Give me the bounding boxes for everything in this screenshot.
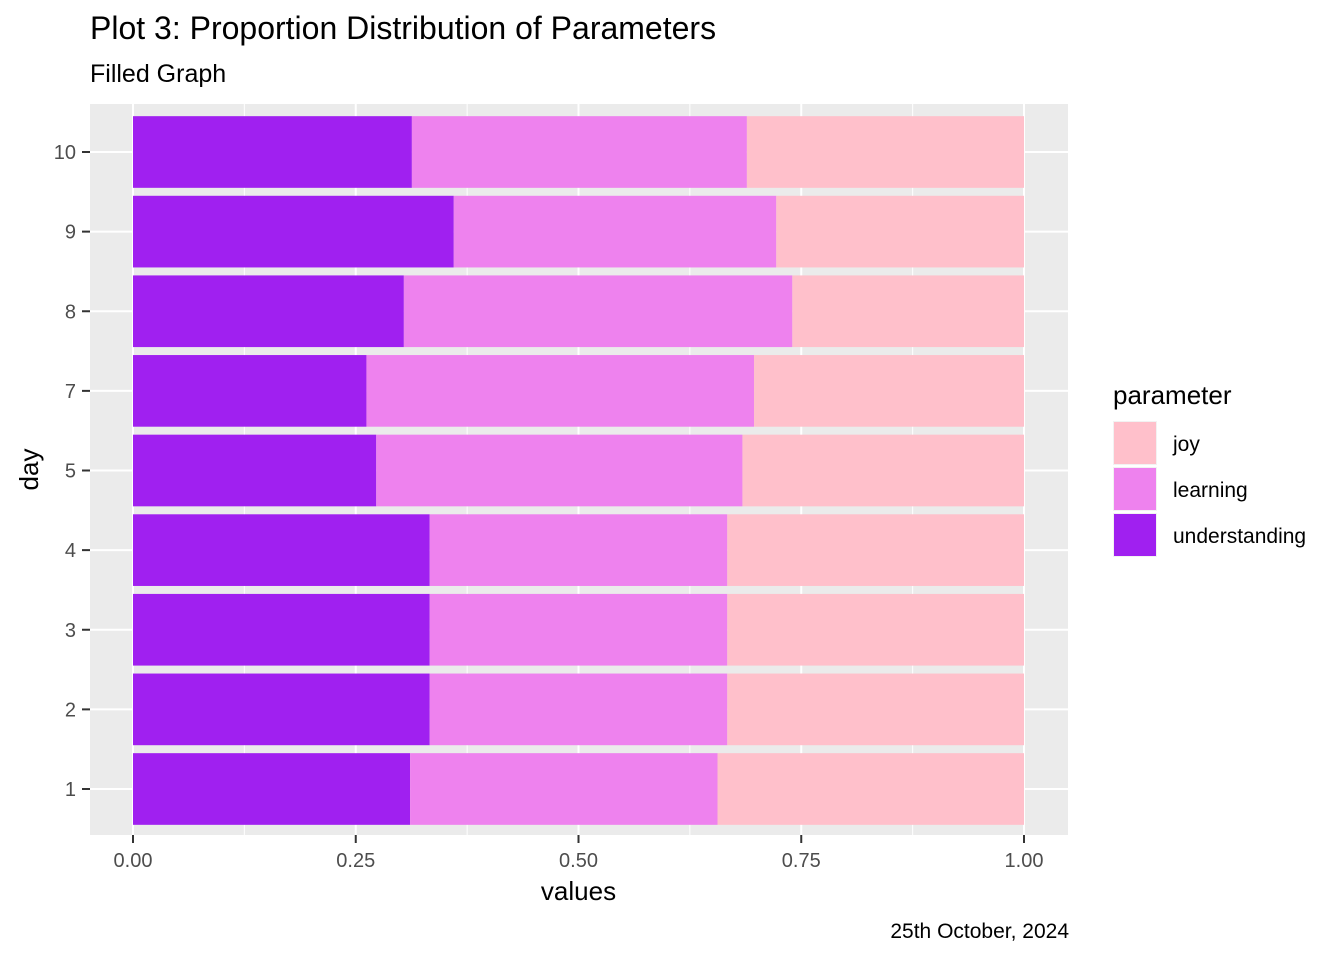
bar-understanding-day-1 (133, 753, 411, 825)
plot-title: Plot 3: Proportion Distribution of Param… (90, 10, 717, 46)
y-tick-label: 3 (65, 620, 76, 642)
bar-learning-day-1 (410, 753, 718, 825)
y-tick-label: 2 (65, 699, 76, 721)
bar-understanding-day-9 (133, 195, 454, 268)
x-tick-label: 0.50 (559, 850, 598, 872)
bar-joy-day-3 (727, 593, 1024, 666)
bar-learning-day-9 (453, 195, 777, 268)
legend: parameter joy learning understanding (1113, 380, 1306, 559)
bar-learning-day-5 (376, 434, 743, 507)
plot-subtitle: Filled Graph (90, 60, 227, 88)
y-axis-title: day (14, 449, 44, 491)
legend-label-learning: learning (1173, 479, 1248, 502)
legend-item-joy: joy (1113, 421, 1232, 467)
bar-joy-day-4 (727, 514, 1024, 586)
plot-caption: 25th October, 2024 (890, 920, 1069, 943)
legend-key-learning (1113, 467, 1157, 511)
legend-item-learning: learning (1113, 467, 1248, 513)
bar-learning-day-10 (411, 116, 747, 188)
y-tick-label: 7 (65, 381, 76, 403)
bar-joy-day-5 (742, 434, 1024, 507)
bar-joy-day-1 (717, 753, 1024, 825)
x-tick-label: 1.00 (1005, 850, 1044, 872)
bar-joy-day-8 (792, 275, 1024, 348)
bar-learning-day-8 (403, 275, 793, 348)
bar-learning-day-4 (429, 514, 728, 586)
bar-understanding-day-3 (133, 593, 430, 666)
bar-understanding-day-10 (133, 116, 412, 188)
y-tick-label: 5 (65, 461, 76, 483)
y-tick-label: 4 (65, 540, 76, 562)
y-tick-label: 1 (65, 779, 76, 801)
x-tick-label: 0.25 (336, 850, 375, 872)
bar-joy-day-9 (776, 195, 1024, 268)
legend-key-understanding (1113, 513, 1157, 557)
legend-key-joy (1113, 421, 1157, 465)
bar-learning-day-2 (429, 673, 728, 746)
bar-joy-day-7 (754, 355, 1024, 427)
x-tick-label: 0.75 (782, 850, 821, 872)
legend-label-understanding: understanding (1173, 525, 1307, 548)
bar-understanding-day-4 (133, 514, 430, 586)
bar-learning-day-3 (429, 593, 728, 666)
x-axis-title: values (541, 876, 616, 906)
y-tick-label: 10 (54, 142, 76, 164)
legend-title: parameter (1113, 380, 1232, 410)
bar-learning-day-7 (366, 355, 755, 427)
legend-label-joy: joy (1173, 433, 1200, 456)
y-tick-label: 9 (65, 222, 76, 244)
y-tick-label: 8 (65, 301, 76, 323)
bar-joy-day-2 (727, 673, 1024, 746)
bar-joy-day-10 (746, 116, 1024, 188)
x-tick-label: 0.00 (114, 850, 153, 872)
bar-understanding-day-5 (133, 434, 377, 507)
bar-understanding-day-8 (133, 275, 404, 348)
legend-item-understanding: understanding (1113, 513, 1306, 559)
bar-understanding-day-2 (133, 673, 430, 746)
bar-understanding-day-7 (133, 355, 367, 427)
